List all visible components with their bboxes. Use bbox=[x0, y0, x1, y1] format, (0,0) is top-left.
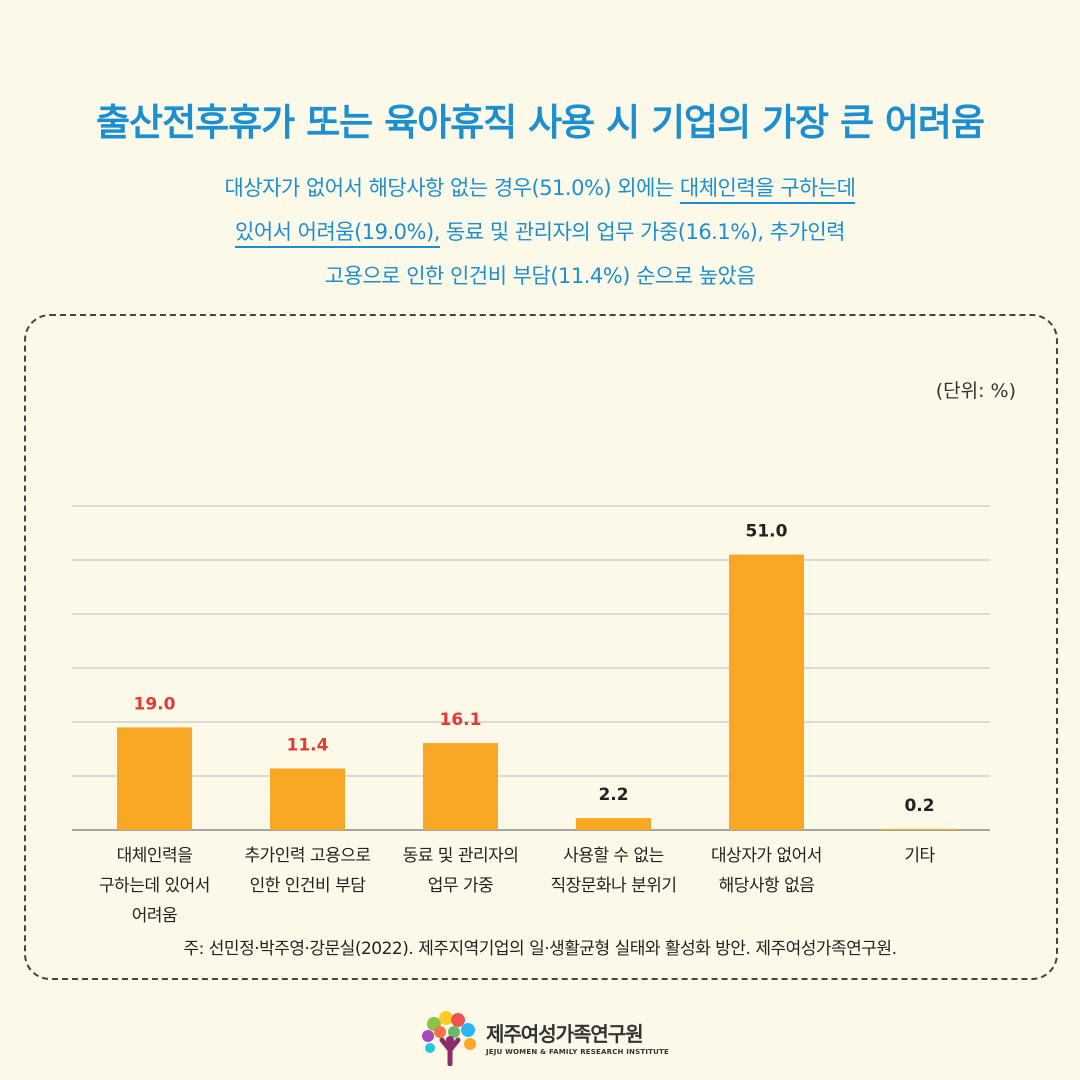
institute-logo: 제주여성가족연구원 JEJU WOMEN & FAMILY RESEARCH I… bbox=[420, 1010, 669, 1067]
tree-logo-icon bbox=[422, 1011, 476, 1067]
x-tick-label-line: 해당사항 없음 bbox=[718, 876, 815, 896]
data-label: 51.0 bbox=[746, 522, 788, 542]
x-tick-label-line: 업무 가중 bbox=[427, 876, 494, 896]
bar bbox=[270, 768, 345, 830]
x-tick-label-line: 대상자가 없어서 bbox=[711, 846, 822, 866]
data-label: 2.2 bbox=[598, 785, 628, 805]
bar bbox=[423, 743, 498, 830]
subtitle-underlined: 있어서 어려움(19.0%), bbox=[235, 220, 440, 248]
x-tick-label-line: 인한 인건비 부담 bbox=[249, 876, 366, 896]
x-tick-label-line: 추가인력 고용으로 bbox=[244, 846, 371, 866]
unit-label: (단위: %) bbox=[935, 380, 1016, 402]
x-tick-label-line: 직장문화나 분위기 bbox=[550, 876, 677, 896]
subtitle-text: 동료 및 관리자의 업무 가중(16.1%), 추가인력 bbox=[439, 220, 845, 244]
x-tick-label-line: 기타 bbox=[904, 846, 935, 866]
x-tick-label: 기타 bbox=[835, 841, 1005, 871]
x-tick-label-line: 동료 및 관리자의 bbox=[402, 846, 519, 866]
x-tick-label-line: 사용할 수 없는 bbox=[563, 846, 664, 866]
bar bbox=[729, 554, 804, 830]
logo-name: 제주여성가족연구원 bbox=[486, 1022, 644, 1046]
bar bbox=[882, 828, 957, 830]
subtitle-line-2: 있어서 어려움(19.0%), 동료 및 관리자의 업무 가중(16.1%), … bbox=[0, 210, 1080, 254]
subtitle-line-1: 대상자가 없어서 해당사항 없는 경우(51.0%) 외에는 대체인력을 구하는… bbox=[0, 166, 1080, 210]
x-tick-label-line: 대체인력을 bbox=[116, 846, 193, 866]
source-note: 주: 선민정·박주영·강문실(2022). 제주지역기업의 일·생활균형 실태와… bbox=[183, 939, 897, 959]
subtitle-text: 대상자가 없어서 해당사항 없는 경우(51.0%) 외에는 bbox=[224, 176, 680, 200]
data-label: 16.1 bbox=[440, 710, 482, 730]
x-tick-label-line: 구하는데 있어서 bbox=[99, 876, 210, 896]
chart-panel bbox=[24, 314, 1058, 980]
subtitle-underlined: 대체인력을 구하는데 bbox=[679, 176, 856, 204]
page-subtitle: 대상자가 없어서 해당사항 없는 경우(51.0%) 외에는 대체인력을 구하는… bbox=[0, 166, 1080, 298]
logo-subtitle: JEJU WOMEN & FAMILY RESEARCH INSTITUTE bbox=[486, 1048, 669, 1056]
bar bbox=[576, 818, 651, 830]
data-label: 0.2 bbox=[904, 796, 934, 816]
page-title: 출산전후휴가 또는 육아휴직 사용 시 기업의 가장 큰 어려움 bbox=[95, 101, 985, 144]
x-tick-label-line: 어려움 bbox=[131, 906, 178, 926]
subtitle-line-3: 고용으로 인한 인건비 부담(11.4%) 순으로 높았음 bbox=[324, 264, 756, 288]
data-label: 19.0 bbox=[134, 694, 176, 714]
bar bbox=[117, 727, 192, 830]
data-label: 11.4 bbox=[287, 735, 329, 755]
